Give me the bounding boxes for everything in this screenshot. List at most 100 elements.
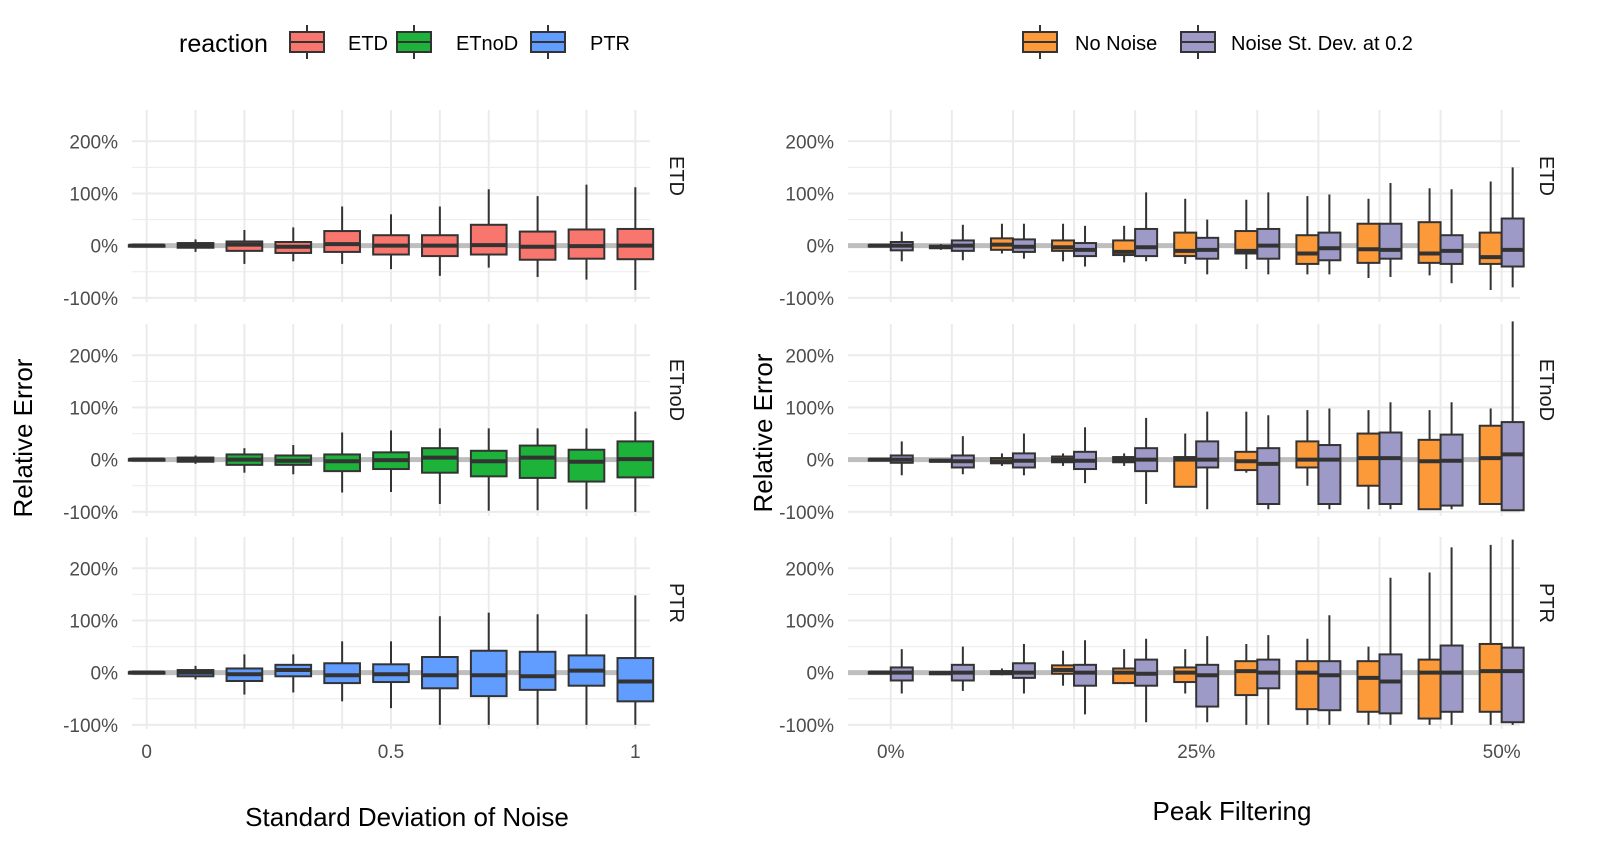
y-tick-label: 100% — [69, 398, 118, 419]
box-ptr-noise-st-dev-at-0-2-5-rect — [1195, 663, 1220, 708]
box-etnod-8-rect — [518, 444, 557, 479]
panel-ptr: -100% 0% 100% 200% PTR — [779, 537, 1557, 737]
legend-label-etnod: ETnoD — [456, 33, 518, 55]
y-tick-label: 200% — [785, 346, 834, 367]
box-etd-8 — [518, 196, 557, 277]
box-ptr-no-noise-10-rect — [1478, 642, 1503, 713]
x-tick-label: 0.5 — [378, 742, 404, 763]
x-tick-label: 0 — [141, 742, 152, 763]
panel-etd: -100% 0% 100% 200% ETD — [63, 110, 687, 310]
box-etd-no-noise-2 — [989, 223, 1014, 254]
box-ptr-1 — [176, 665, 215, 680]
y-tick-label: 200% — [785, 132, 834, 153]
box-etnod-0 — [127, 457, 166, 462]
box-etd-noise-st-dev-at-0-2-9 — [1439, 189, 1464, 284]
panel-etnod: -100% 0% 100% 200% ETnoD — [779, 321, 1557, 524]
box-etnod-4 — [323, 432, 361, 493]
box-etd-noise-st-dev-at-0-2-7 — [1317, 194, 1342, 275]
box-etd-noise-st-dev-at-0-2-8-rect — [1378, 222, 1403, 260]
y-tick-label: -100% — [63, 716, 118, 737]
y-tick-label: 200% — [69, 132, 118, 153]
legend-key-noise-sd — [1180, 25, 1216, 59]
box-ptr-no-noise-8 — [1356, 646, 1381, 725]
y-tick-label: -100% — [63, 503, 118, 524]
box-etnod-noise-st-dev-at-0-2-6-rect — [1256, 447, 1281, 506]
y-tick-label: 100% — [785, 184, 834, 205]
box-ptr-no-noise-6 — [1234, 643, 1259, 725]
legend-label-noise-sd: Noise St. Dev. at 0.2 — [1231, 33, 1413, 55]
box-ptr-no-noise-7-rect — [1295, 660, 1320, 711]
box-ptr-0 — [127, 670, 166, 675]
y-tick-label: 0% — [807, 451, 835, 472]
box-ptr-no-noise-3 — [1051, 650, 1076, 686]
x-tick-label: 1 — [630, 742, 641, 763]
y-tick-label: -100% — [779, 716, 834, 737]
box-etnod-noise-st-dev-at-0-2-7 — [1317, 408, 1342, 510]
box-etnod-noise-st-dev-at-0-2-5-rect — [1195, 440, 1220, 469]
box-ptr-6 — [421, 616, 459, 725]
box-ptr-no-noise-5-rect — [1173, 666, 1198, 684]
box-ptr-no-noise-7 — [1295, 638, 1320, 725]
legend-left-title: reaction — [179, 30, 268, 58]
right-y-axis-title: Relative Error — [748, 353, 778, 512]
y-tick-label: 200% — [69, 346, 118, 367]
box-etd-0 — [127, 243, 166, 248]
left-chart: -100%0%100%200%ETD-100%0%100%200%ETnoD-1… — [63, 110, 687, 763]
box-etd-10 — [616, 187, 655, 290]
box-ptr-noise-st-dev-at-0-2-7 — [1317, 615, 1342, 725]
box-etnod-7-rect — [469, 449, 508, 478]
box-etnod-noise-st-dev-at-0-2-3 — [1073, 427, 1098, 484]
box-ptr-10 — [616, 595, 655, 725]
legend-key-etnod — [396, 25, 432, 59]
facet-strip-label: ETD — [1535, 156, 1557, 196]
legend-left: reaction ETD ETnoD PTR — [179, 25, 630, 59]
y-tick-label: 0% — [91, 451, 119, 472]
box-ptr-noise-st-dev-at-0-2-7-rect — [1317, 660, 1342, 712]
box-etnod-noise-st-dev-at-0-2-9 — [1439, 402, 1464, 510]
box-etnod-noise-st-dev-at-0-2-0 — [889, 441, 914, 476]
box-etd-1 — [176, 239, 215, 252]
box-etnod-7 — [469, 428, 508, 511]
box-etd-4 — [323, 206, 361, 264]
box-ptr-6-rect — [421, 656, 459, 690]
box-ptr-no-noise-0 — [867, 670, 892, 675]
box-etnod-no-noise-3 — [1051, 453, 1076, 466]
legend-right: No Noise Noise St. Dev. at 0.2 — [1022, 25, 1413, 59]
box-etnod-no-noise-9-rect — [1417, 438, 1442, 511]
x-tick-label: 0% — [877, 742, 905, 763]
y-tick-label: 200% — [69, 559, 118, 580]
box-etd-no-noise-8 — [1356, 198, 1381, 278]
box-etnod-no-noise-9 — [1417, 410, 1442, 511]
box-etnod-noise-st-dev-at-0-2-1 — [950, 436, 975, 475]
box-ptr-no-noise-1 — [928, 671, 953, 676]
box-etnod-no-noise-10 — [1478, 408, 1503, 506]
y-tick-label: 0% — [807, 664, 835, 685]
box-ptr-no-noise-9-rect — [1417, 658, 1442, 720]
box-ptr-7 — [469, 612, 508, 725]
box-etnod-2 — [225, 448, 264, 473]
box-etnod-no-noise-8 — [1356, 410, 1381, 510]
box-etd-noise-st-dev-at-0-2-5 — [1195, 219, 1220, 275]
legend-key-etd — [289, 25, 325, 59]
box-etd-no-noise-9-rect — [1417, 221, 1442, 264]
panel-etnod: -100% 0% 100% 200% ETnoD — [63, 324, 687, 524]
box-etd-noise-st-dev-at-0-2-3 — [1073, 225, 1098, 267]
box-etd-no-noise-6 — [1234, 199, 1259, 270]
box-etnod-no-noise-7-rect — [1295, 440, 1320, 469]
box-ptr-2 — [225, 654, 264, 695]
box-ptr-no-noise-9 — [1417, 572, 1442, 725]
box-etnod-9-rect — [567, 448, 606, 483]
legend-key-no-noise — [1022, 25, 1058, 59]
box-etnod-noise-st-dev-at-0-2-4 — [1134, 417, 1159, 504]
y-tick-label: 0% — [91, 664, 119, 685]
box-etnod-5 — [372, 430, 410, 492]
box-etd-4-rect — [323, 230, 361, 253]
y-tick-label: 100% — [785, 611, 834, 632]
box-etnod-noise-st-dev-at-0-2-2 — [1011, 433, 1036, 476]
box-etd-noise-st-dev-at-0-2-6 — [1256, 192, 1281, 275]
box-ptr-noise-st-dev-at-0-2-5 — [1195, 636, 1220, 723]
box-etnod-no-noise-4 — [1112, 453, 1137, 466]
facet-strip-label: ETD — [665, 156, 687, 196]
y-tick-label: -100% — [779, 503, 834, 524]
